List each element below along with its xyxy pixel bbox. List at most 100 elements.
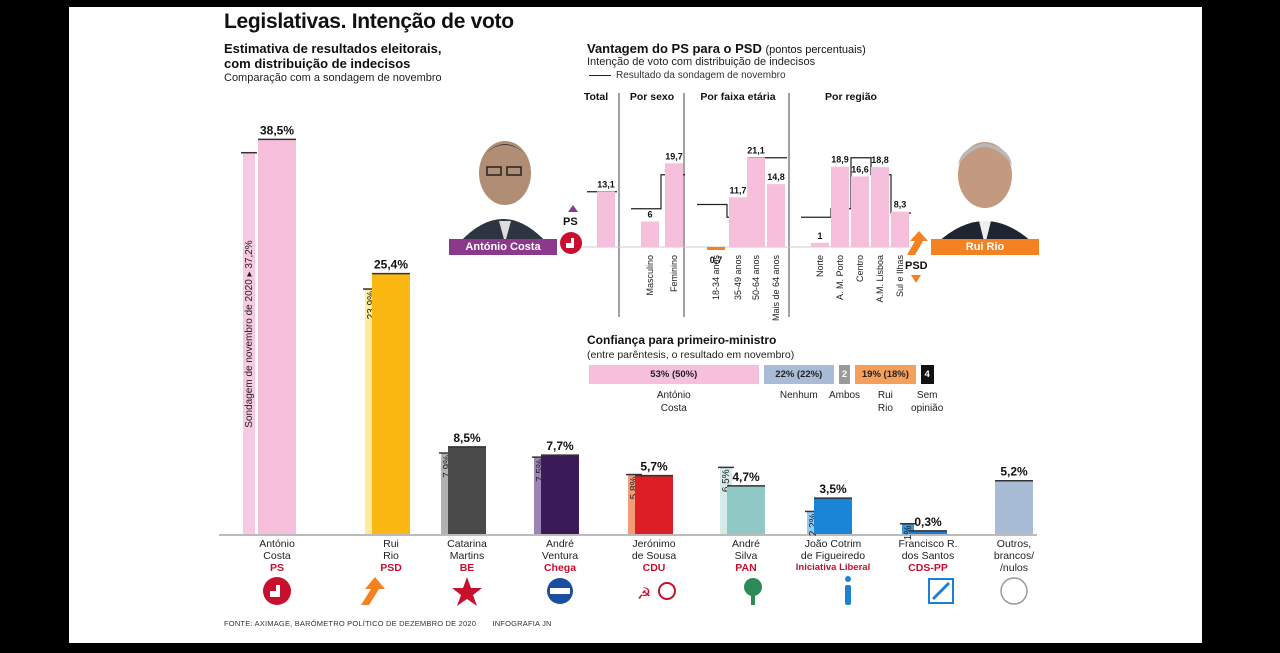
advantage-category-label: 18-34 anos: [711, 255, 721, 301]
bar-current: [727, 485, 765, 534]
party-label: PSD: [380, 562, 402, 574]
advantage-chart: 13,1 6 Masculino 19,7 Feminino 0,718-34 anos 1…: [579, 93, 911, 322]
bar-previous-label: 23,9%: [366, 291, 377, 319]
advantage-value-label: 18,9: [831, 155, 849, 165]
advantage-bar: [851, 176, 869, 247]
cds-logo-icon: [928, 578, 954, 604]
advantage-category-label: Mais de 64 anos: [771, 255, 781, 322]
il-logo-icon: [845, 576, 851, 605]
psd-down-triangle-icon: [911, 275, 921, 283]
party-name-label: Outros, brancos//nulos: [959, 538, 1069, 574]
advantage-value-label: 8,3: [894, 200, 907, 210]
bar-previous-label: 5,8%: [629, 476, 640, 499]
advantage-category-label: Centro: [855, 255, 865, 282]
bar-value-label: 0,3%: [914, 515, 942, 529]
advantage-value-label: 11,7: [729, 185, 746, 195]
confidence-category-label: Rui Rio: [877, 390, 893, 414]
bar-current: [448, 446, 486, 534]
advantage-value-label: 14,8: [767, 172, 785, 182]
advantage-value-label: 0,7: [710, 255, 723, 265]
advantage-title: Vantagem do PS para o PSD (pontos percen…: [587, 41, 866, 56]
footer-credit: INFOGRAFIA JN: [492, 619, 552, 628]
bar-value-label: 5,2%: [1000, 465, 1028, 479]
legend-line-icon: [589, 74, 611, 76]
advantage-bar: [641, 221, 659, 247]
advantage-value-label: 19,7: [665, 151, 683, 161]
bar-previous-label: 1%: [903, 526, 914, 541]
candidate-name-line: António: [259, 538, 295, 550]
confidence-segment: 4: [920, 365, 934, 384]
bar-value-label: 3,5%: [819, 482, 847, 496]
advantage-bar: [729, 197, 747, 247]
left-photo-caption: António Costa: [449, 239, 557, 255]
confidence-segment: 22% (22%): [763, 365, 834, 384]
right-photo-caption: Rui Rio: [931, 239, 1039, 255]
advantage-value-label: 13,1: [597, 179, 615, 189]
svg-text:☭: ☭: [637, 584, 651, 603]
advantage-value-label: 16,6: [851, 164, 869, 174]
bar-value-label: 25,4%: [374, 258, 408, 272]
candidate-name-line: de Figueiredo: [800, 550, 866, 562]
candidate-name-line: Rio: [383, 550, 399, 562]
bar-value-label: 8,5%: [453, 431, 481, 445]
bar-previous-label: 7,5%: [535, 459, 546, 482]
confidence-segment: 2: [839, 365, 850, 384]
bar-current: [909, 530, 947, 534]
cdu-logo-icon: ☭: [637, 582, 676, 603]
party-name-label: António Costa PS: [222, 538, 332, 574]
footer: FONTE: AXIMAGE, BARÓMETRO POLÍTICO DE DE…: [224, 619, 552, 628]
candidate-name-line: /nulos: [999, 562, 1029, 574]
bar-current: [814, 498, 852, 534]
candidate-name-line: André: [731, 538, 761, 550]
psd-arrow-icon: [361, 577, 385, 605]
advantage-category-label: Feminino: [669, 255, 679, 292]
advantage-bar: [747, 157, 765, 247]
confidence-category-label: Ambos: [828, 390, 861, 401]
advantage-bar: [831, 166, 849, 247]
party-label: CDS-PP: [908, 562, 948, 574]
others-circle-icon: [1000, 577, 1028, 605]
bar-current: [541, 455, 579, 534]
confidence-segment: 53% (50%): [589, 365, 759, 384]
subtitle-line2: com distribuição de indecisos: [224, 56, 411, 71]
party-logos: ☭: [263, 576, 1028, 606]
bar-previous-label: 2,2%: [808, 513, 819, 536]
candidate-name-line: brancos/: [993, 550, 1035, 562]
party-name-label: André Silva PAN: [691, 538, 801, 574]
bar-value-label: 7,7%: [546, 439, 574, 453]
advantage-bar: [707, 247, 725, 250]
group-sexo: Por sexo: [629, 91, 675, 103]
ps-up-triangle-icon: [568, 205, 578, 212]
candidate-name-line: André: [545, 538, 575, 550]
side-markers: [560, 205, 928, 283]
confidence-segment: 19% (18%): [855, 365, 916, 384]
candidate-name-line: Ventura: [541, 550, 579, 562]
candidate-name-line: de Sousa: [631, 550, 677, 562]
confidence-category-label: António Costa: [656, 390, 691, 414]
advantage-legend: Resultado da sondagem de novembro: [589, 70, 786, 81]
comparison-note: Comparação com a sondagem de novembro: [224, 72, 442, 84]
infographic-panel: Legislativas. Intenção de voto Estimativ…: [69, 7, 1202, 643]
group-regiao: Por região: [825, 91, 877, 103]
bar-current: [258, 139, 296, 534]
psd-marker-arrow-icon: [907, 231, 928, 255]
group-idade: Por faixa etária: [700, 91, 776, 103]
advantage-bar: [767, 184, 785, 247]
bar-current: [372, 273, 410, 534]
bar-current: [995, 480, 1033, 534]
party-name-label: Jerónimo de Sousa CDU: [599, 538, 709, 574]
advantage-bar: [597, 191, 615, 247]
be-star-icon: [452, 577, 482, 606]
bar-previous: [243, 152, 255, 534]
page-title: Legislativas. Intenção de voto: [224, 10, 514, 33]
ps-marker-label: PS: [563, 216, 578, 228]
bar-previous: [902, 523, 914, 534]
advantage-category-label: Masculino: [645, 255, 655, 296]
advantage-category-label: A.M. Lisboa: [875, 255, 885, 303]
bar-previous-label: 7,9%: [442, 455, 453, 478]
bar-previous-label: 6,5%: [721, 469, 732, 492]
candidate-name-line: Rui: [383, 538, 399, 550]
advantage-category-label: 50-64 anos: [751, 255, 761, 301]
confidence-category-label: Sem opinião: [911, 390, 944, 414]
bar-value-label: 4,7%: [732, 470, 760, 484]
